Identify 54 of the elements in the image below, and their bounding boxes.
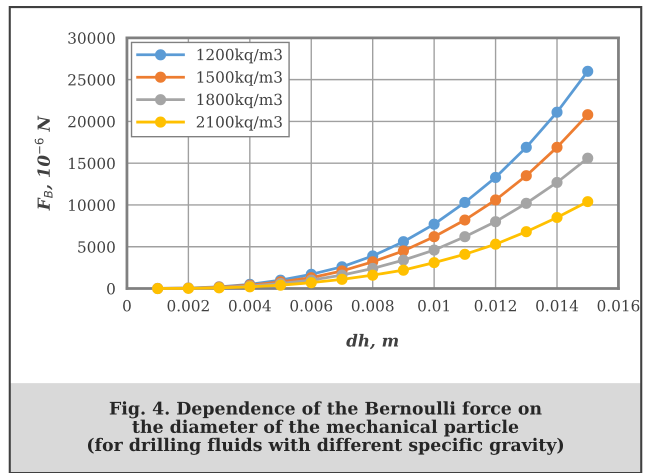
point — [490, 172, 502, 183]
x-tick-label: 0.008 — [352, 300, 394, 312]
point — [428, 244, 440, 256]
point — [367, 270, 378, 281]
x-tick-label: 0.006 — [290, 300, 332, 312]
y-tick-label: 15000 — [69, 158, 115, 170]
point — [582, 109, 594, 120]
point — [520, 142, 532, 153]
point — [459, 231, 470, 242]
y-tick-label: 30000 — [68, 32, 115, 44]
point — [398, 254, 409, 266]
x-tick-label: 0.016 — [598, 300, 640, 312]
point — [398, 264, 409, 276]
point — [582, 66, 594, 77]
legend-label: 2100kq/m3 — [196, 116, 282, 131]
y-tick-label: 10000 — [69, 199, 115, 211]
point — [306, 277, 317, 288]
point — [551, 176, 563, 188]
caption: Fig. 4. Dependence of the Bernoulli force on the diameter of the mechanical particle (for drilling fluids with different specific gravity) — [88, 401, 564, 455]
x-axis-title: dh, m — [346, 334, 398, 350]
legend-label: 1800kq/m3 — [198, 93, 282, 108]
point — [428, 218, 440, 230]
y-tick-label: 20000 — [68, 116, 115, 128]
point — [490, 216, 502, 228]
point — [459, 248, 470, 260]
point — [520, 170, 532, 182]
y-axis-title: F$_{B}$, 10$^{−6}$ N — [34, 116, 52, 211]
x-tick-label: 0.01 — [418, 300, 449, 312]
x-tick-label: 0 — [123, 300, 131, 312]
x-tick-label: 0.002 — [168, 300, 209, 312]
legend-label: 1500kq/m3 — [198, 70, 282, 86]
x-tick-label: 0.012 — [474, 300, 516, 312]
point — [551, 212, 563, 224]
point — [551, 142, 563, 153]
y-tick-label: 5000 — [78, 241, 115, 253]
point — [551, 106, 563, 118]
point — [336, 274, 348, 285]
point — [520, 226, 532, 238]
point — [490, 194, 502, 206]
point — [520, 198, 532, 209]
legend-label: 1200kq/m3 — [198, 48, 282, 64]
point — [490, 238, 502, 250]
point — [459, 196, 470, 208]
point — [582, 152, 594, 164]
point — [428, 231, 440, 242]
point — [398, 245, 409, 256]
point — [582, 196, 594, 208]
point — [459, 214, 470, 226]
y-tick-label: 0 — [107, 282, 115, 295]
point — [428, 257, 440, 268]
point — [398, 236, 409, 248]
x-tick-label: 0.014 — [536, 300, 578, 312]
y-tick-label: 25000 — [68, 74, 115, 86]
x-tick-label: 0.004 — [228, 300, 271, 312]
